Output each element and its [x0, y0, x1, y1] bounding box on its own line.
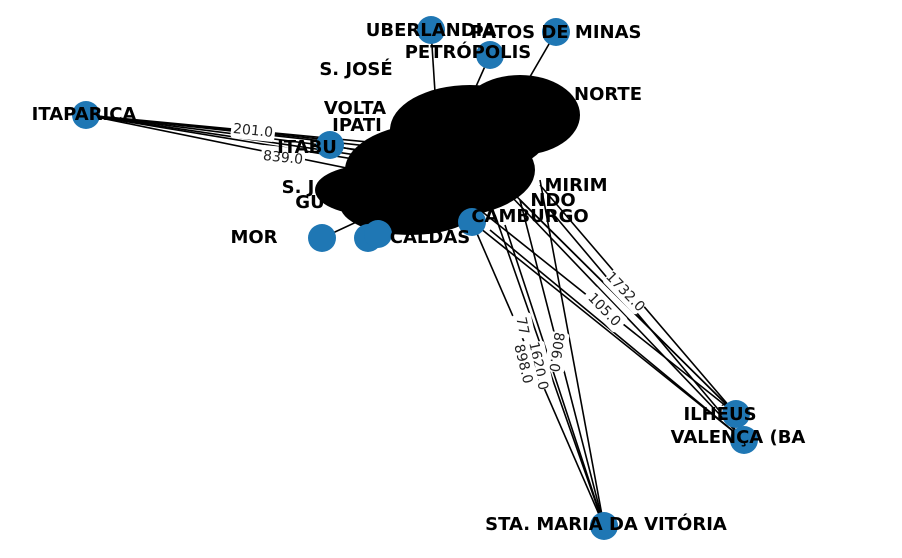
node-ilheus [722, 400, 750, 428]
edge [489, 229, 745, 441]
edge [509, 194, 745, 441]
node-label: VALENÇA (BA [671, 427, 806, 448]
node-label: S. JOSÉ [319, 58, 392, 80]
node-label: STA. MARIA DA VITÓRIA [485, 513, 727, 535]
node-label: CALDAS [390, 227, 470, 248]
edge [85, 114, 361, 151]
node-petropolis [476, 41, 504, 69]
dense-hub-cluster [315, 75, 580, 235]
node-label: CAMBURGO [471, 206, 588, 227]
edge-label: 201.0 [232, 121, 274, 141]
node-valenca [730, 426, 758, 454]
node-label: IPATI [332, 115, 382, 136]
node-sta-maria [590, 512, 618, 540]
node-label: MIRIM [544, 175, 607, 196]
node-label: VOLTA [324, 98, 386, 119]
edge-label: 77 [512, 316, 531, 337]
node-uberlandia [417, 16, 445, 44]
edge [504, 224, 605, 527]
node-label: NDO [530, 190, 575, 211]
node-patos-de-minas [542, 18, 570, 46]
node-label: ITAPARICA [32, 104, 137, 125]
node-camburgo [458, 208, 486, 236]
edge-label: 806.0 [545, 331, 566, 373]
node-label: MOR [230, 227, 277, 248]
node-label: S. J [282, 177, 315, 198]
node-label: ITABU [277, 137, 337, 158]
node-itabu [316, 131, 344, 159]
node-label: UBERLANDIA [366, 20, 497, 41]
node-label: GU [295, 192, 324, 213]
node-label: PETRÓPOLIS [405, 41, 532, 63]
edge [549, 209, 745, 441]
node-labels-layer: UBERLANDIA PATOS DE MINAS PETRÓPOLIS S. … [32, 20, 806, 535]
nodes-layer [72, 16, 758, 540]
node-label: NORTE [574, 84, 642, 105]
node-itaparica [72, 101, 100, 129]
edge-label: 839.0 [262, 148, 304, 168]
node-label: ILHÉUS [683, 403, 756, 425]
node-caldas-b [364, 220, 392, 248]
node-label: PATOS DE MINAS [471, 22, 642, 43]
node-mor [308, 224, 336, 252]
edge [539, 179, 605, 527]
edge-labels-layer: 201.0 839.0 105.0 1732.0 806.0 1620.0 77 [230, 118, 649, 392]
